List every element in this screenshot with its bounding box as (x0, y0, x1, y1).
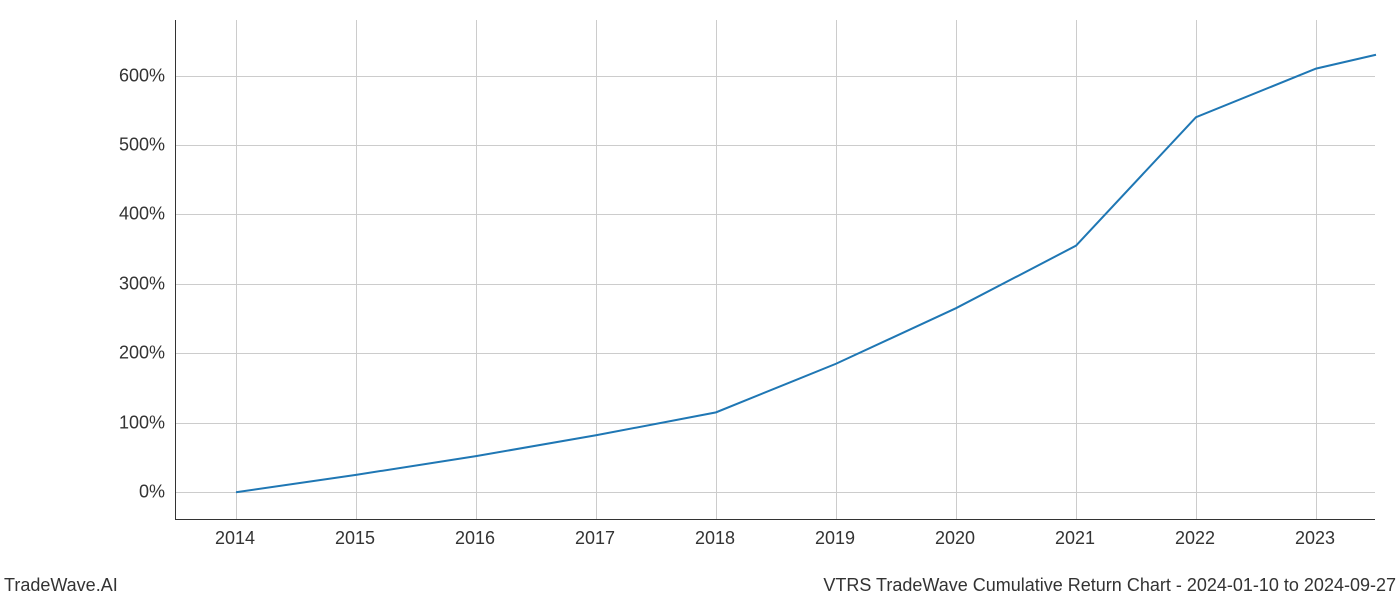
x-tick-label: 2023 (1295, 528, 1335, 549)
footer-caption: VTRS TradeWave Cumulative Return Chart -… (823, 575, 1396, 596)
chart-svg (176, 20, 1376, 520)
x-tick-label: 2017 (575, 528, 615, 549)
x-tick-label: 2021 (1055, 528, 1095, 549)
x-tick-label: 2014 (215, 528, 255, 549)
y-tick-label: 200% (119, 343, 165, 364)
y-tick-label: 300% (119, 273, 165, 294)
x-tick-label: 2019 (815, 528, 855, 549)
footer-brand: TradeWave.AI (4, 575, 118, 596)
plot-area (175, 20, 1375, 520)
y-tick-label: 600% (119, 65, 165, 86)
y-tick-label: 100% (119, 412, 165, 433)
y-tick-label: 400% (119, 204, 165, 225)
x-tick-label: 2018 (695, 528, 735, 549)
y-tick-label: 500% (119, 135, 165, 156)
x-tick-label: 2020 (935, 528, 975, 549)
series-line (236, 55, 1376, 493)
x-tick-label: 2022 (1175, 528, 1215, 549)
x-tick-label: 2016 (455, 528, 495, 549)
y-tick-label: 0% (139, 482, 165, 503)
x-tick-label: 2015 (335, 528, 375, 549)
